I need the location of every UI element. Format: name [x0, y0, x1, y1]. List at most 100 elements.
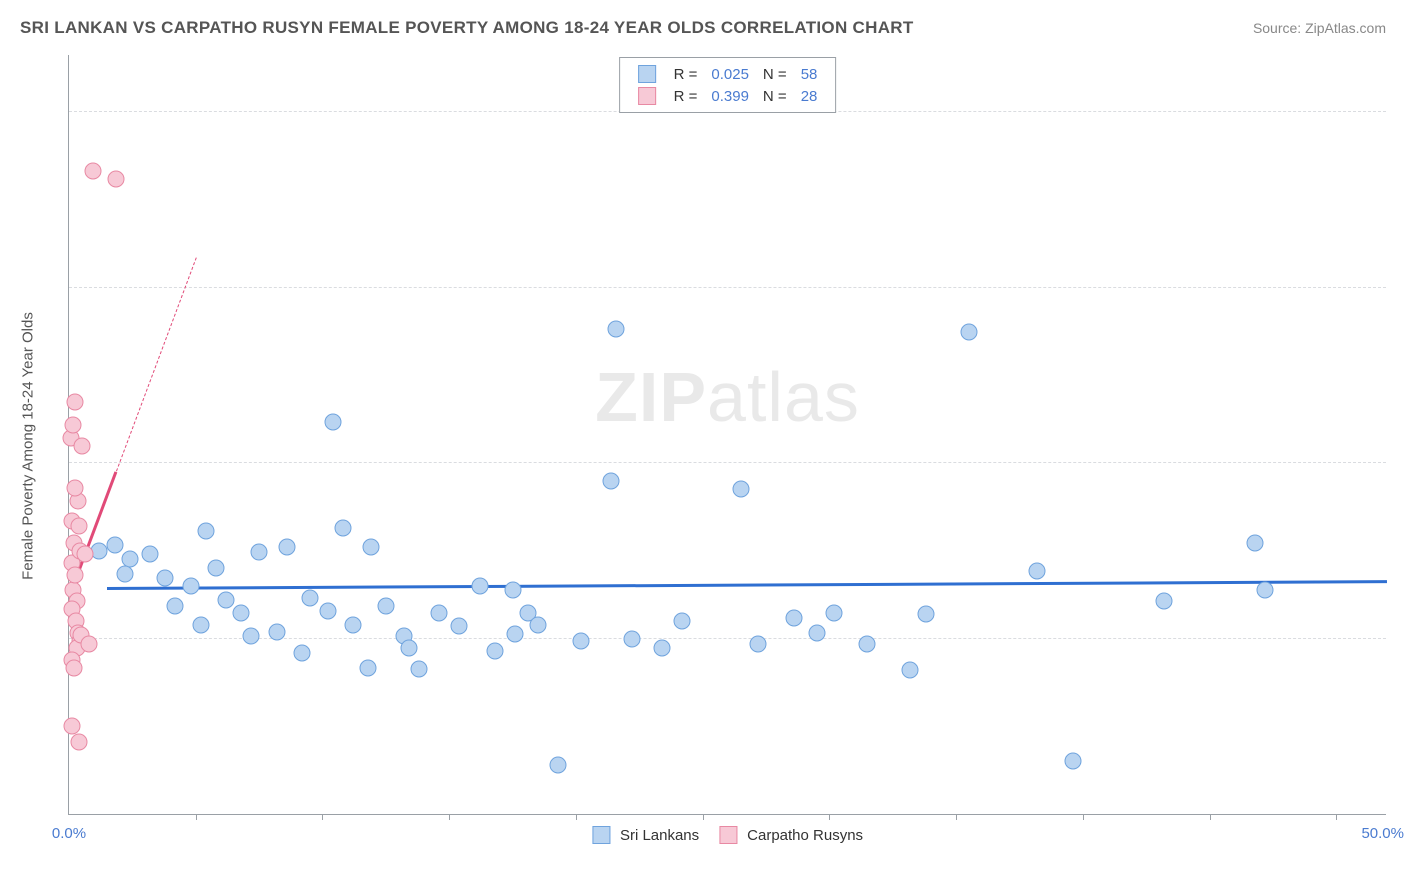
- legend-item-1: Sri Lankans: [592, 826, 699, 844]
- data-point: [504, 581, 521, 598]
- data-point: [243, 628, 260, 645]
- gridline-h: [69, 287, 1386, 288]
- x-tick: [956, 814, 957, 820]
- x-tick: [196, 814, 197, 820]
- trendline-extrapolation: [116, 258, 197, 472]
- data-point: [218, 592, 235, 609]
- data-point: [410, 661, 427, 678]
- data-point: [106, 537, 123, 554]
- data-point: [301, 589, 318, 606]
- data-point: [859, 636, 876, 653]
- data-point: [344, 616, 361, 633]
- x-tick: [1336, 814, 1337, 820]
- x-axis-origin: 0.0%: [52, 825, 86, 842]
- data-point: [294, 644, 311, 661]
- data-point: [233, 604, 250, 621]
- x-tick: [703, 814, 704, 820]
- data-point: [1064, 753, 1081, 770]
- data-point: [157, 569, 174, 586]
- legend-swatch-1: [638, 65, 656, 83]
- data-point: [142, 546, 159, 563]
- y-tick-label: 30.0%: [1396, 438, 1406, 455]
- data-point: [362, 539, 379, 556]
- data-point: [116, 566, 133, 583]
- data-point: [208, 560, 225, 577]
- legend-row-1: R = 0.025 N = 58: [632, 64, 824, 84]
- data-point: [471, 578, 488, 595]
- legend-swatch-b2: [719, 826, 737, 844]
- data-point: [826, 604, 843, 621]
- data-point: [70, 733, 87, 750]
- y-tick-label: 60.0%: [1396, 87, 1406, 104]
- y-axis-label: Female Poverty Among 18-24 Year Olds: [20, 312, 37, 580]
- data-point: [324, 414, 341, 431]
- data-point: [808, 624, 825, 641]
- data-point: [64, 416, 81, 433]
- data-point: [608, 320, 625, 337]
- data-point: [507, 625, 524, 642]
- data-point: [167, 597, 184, 614]
- plot-area: ZIPatlas R = 0.025 N = 58 R = 0.399 N = …: [68, 55, 1386, 815]
- data-point: [334, 519, 351, 536]
- data-point: [451, 617, 468, 634]
- data-point: [67, 567, 84, 584]
- data-point: [750, 636, 767, 653]
- data-point: [1247, 534, 1264, 551]
- y-tick-label: 45.0%: [1396, 262, 1406, 279]
- data-point: [960, 324, 977, 341]
- data-point: [197, 523, 214, 540]
- data-point: [67, 394, 84, 411]
- data-point: [81, 636, 98, 653]
- x-tick: [322, 814, 323, 820]
- data-point: [529, 616, 546, 633]
- legend-row-2: R = 0.399 N = 28: [632, 86, 824, 106]
- chart-title: SRI LANKAN VS CARPATHO RUSYN FEMALE POVE…: [20, 18, 914, 38]
- data-point: [192, 616, 209, 633]
- data-point: [268, 623, 285, 640]
- data-point: [1257, 581, 1274, 598]
- data-point: [182, 578, 199, 595]
- data-point: [785, 609, 802, 626]
- data-point: [1029, 562, 1046, 579]
- data-point: [654, 639, 671, 656]
- data-point: [76, 546, 93, 563]
- data-point: [917, 606, 934, 623]
- x-tick: [576, 814, 577, 820]
- data-point: [91, 542, 108, 559]
- legend-item-2: Carpatho Rusyns: [719, 826, 863, 844]
- data-point: [107, 171, 124, 188]
- data-point: [400, 639, 417, 656]
- x-tick: [449, 814, 450, 820]
- data-point: [486, 643, 503, 660]
- data-point: [550, 756, 567, 773]
- data-point: [66, 479, 83, 496]
- data-point: [251, 544, 268, 561]
- data-point: [377, 597, 394, 614]
- data-point: [902, 662, 919, 679]
- legend-series: Sri Lankans Carpatho Rusyns: [592, 826, 863, 844]
- data-point: [674, 613, 691, 630]
- data-point: [66, 659, 83, 676]
- y-tick-label: 15.0%: [1396, 613, 1406, 630]
- x-tick: [1083, 814, 1084, 820]
- data-point: [85, 162, 102, 179]
- x-tick: [829, 814, 830, 820]
- gridline-h: [69, 462, 1386, 463]
- data-point: [572, 632, 589, 649]
- data-point: [732, 480, 749, 497]
- trendline: [107, 580, 1387, 589]
- watermark: ZIPatlas: [595, 357, 860, 437]
- data-point: [431, 604, 448, 621]
- data-point: [360, 659, 377, 676]
- legend-stats: R = 0.025 N = 58 R = 0.399 N = 28: [619, 57, 837, 113]
- data-point: [278, 539, 295, 556]
- data-point: [623, 630, 640, 647]
- x-axis-max: 50.0%: [1361, 825, 1404, 842]
- data-point: [319, 602, 336, 619]
- x-tick: [1210, 814, 1211, 820]
- data-point: [603, 472, 620, 489]
- data-point: [1155, 593, 1172, 610]
- source-label: Source: ZipAtlas.com: [1253, 20, 1386, 36]
- legend-swatch-2: [638, 87, 656, 105]
- gridline-h: [69, 638, 1386, 639]
